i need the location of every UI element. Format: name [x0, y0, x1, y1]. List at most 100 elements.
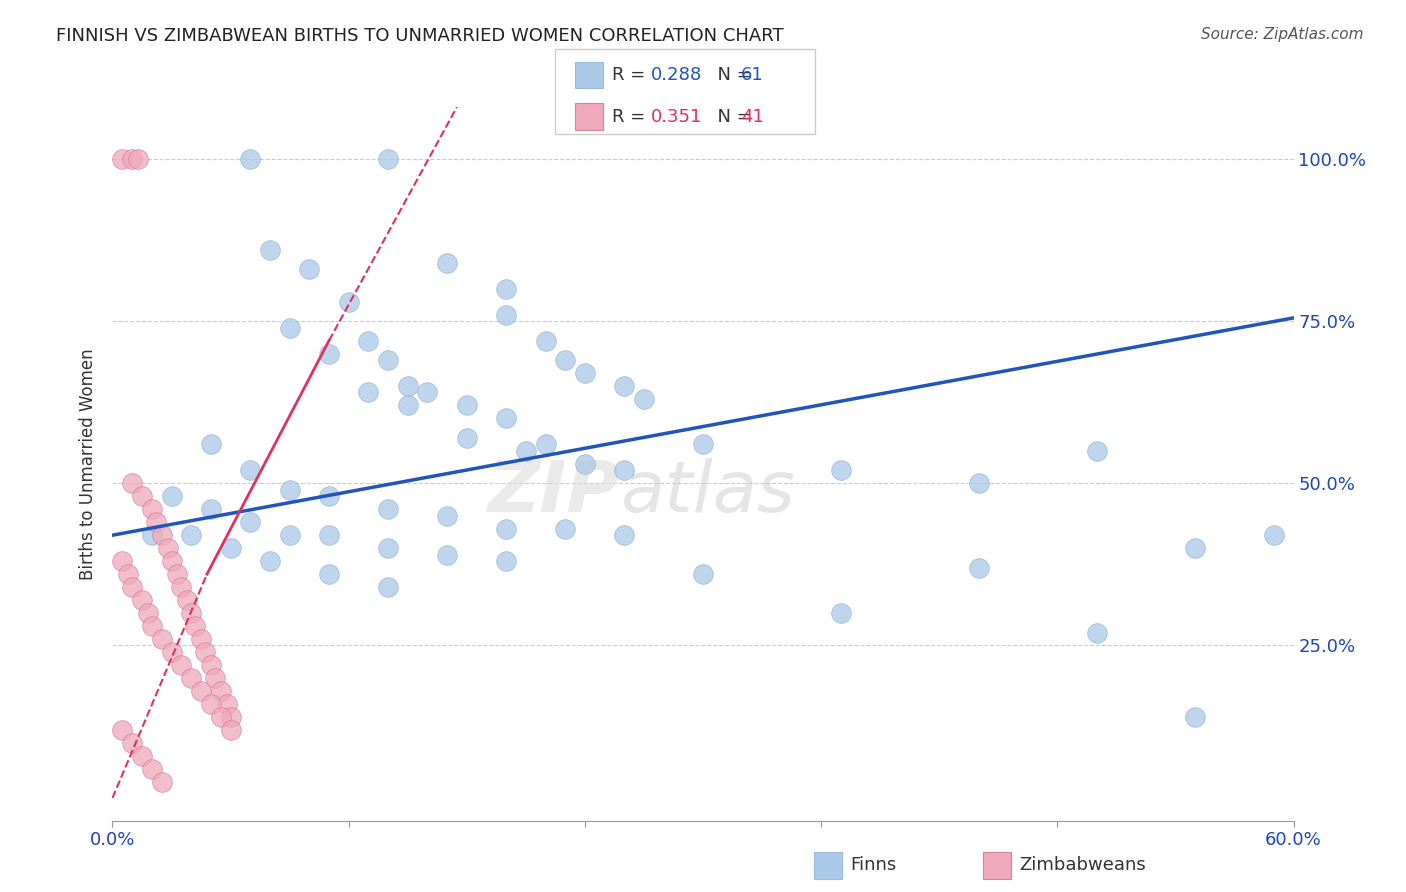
Point	[131, 748, 153, 763]
Point	[200, 697, 222, 711]
Y-axis label: Births to Unmarried Women: Births to Unmarried Women	[79, 348, 97, 580]
Point	[377, 541, 399, 556]
Point	[215, 697, 238, 711]
Point	[377, 502, 399, 516]
Point	[121, 736, 143, 750]
Point	[278, 483, 301, 497]
Point	[574, 457, 596, 471]
Point	[278, 320, 301, 334]
Point	[554, 522, 576, 536]
Point	[200, 502, 222, 516]
Point	[200, 437, 222, 451]
Point	[416, 385, 439, 400]
Point	[170, 580, 193, 594]
Point	[239, 515, 262, 529]
Point	[156, 541, 179, 556]
Point	[554, 353, 576, 368]
Text: 0.288: 0.288	[651, 66, 702, 84]
Point	[830, 606, 852, 620]
Point	[1184, 541, 1206, 556]
Point	[180, 606, 202, 620]
Point	[141, 762, 163, 776]
Point	[176, 593, 198, 607]
Point	[318, 346, 340, 360]
Point	[141, 619, 163, 633]
Point	[456, 431, 478, 445]
Point	[318, 489, 340, 503]
Point	[180, 528, 202, 542]
Point	[204, 671, 226, 685]
Text: FINNISH VS ZIMBABWEAN BIRTHS TO UNMARRIED WOMEN CORRELATION CHART: FINNISH VS ZIMBABWEAN BIRTHS TO UNMARRIE…	[56, 27, 785, 45]
Point	[131, 593, 153, 607]
Point	[495, 522, 517, 536]
Point	[209, 710, 232, 724]
Point	[150, 774, 173, 789]
Point	[145, 515, 167, 529]
Point	[396, 379, 419, 393]
Text: atlas: atlas	[620, 458, 794, 527]
Point	[436, 256, 458, 270]
Point	[131, 489, 153, 503]
Point	[160, 554, 183, 568]
Point	[127, 152, 149, 166]
Point	[495, 308, 517, 322]
Point	[436, 508, 458, 523]
Point	[239, 463, 262, 477]
Point	[357, 334, 380, 348]
Point	[495, 554, 517, 568]
Point	[121, 152, 143, 166]
Point	[534, 334, 557, 348]
Point	[298, 262, 321, 277]
Point	[166, 567, 188, 582]
Point	[209, 684, 232, 698]
Point	[150, 528, 173, 542]
Point	[136, 606, 159, 620]
Point	[692, 437, 714, 451]
Point	[377, 580, 399, 594]
Text: N =: N =	[706, 66, 758, 84]
Point	[967, 560, 990, 574]
Point	[150, 632, 173, 646]
Text: R =: R =	[612, 66, 651, 84]
Point	[259, 554, 281, 568]
Point	[613, 463, 636, 477]
Point	[278, 528, 301, 542]
Point	[219, 541, 242, 556]
Point	[190, 684, 212, 698]
Text: ZIP: ZIP	[488, 458, 620, 527]
Point	[111, 554, 134, 568]
Point	[357, 385, 380, 400]
Text: 61: 61	[741, 66, 763, 84]
Point	[830, 463, 852, 477]
Point	[180, 671, 202, 685]
Point	[121, 580, 143, 594]
Point	[219, 723, 242, 737]
Point	[111, 152, 134, 166]
Point	[141, 502, 163, 516]
Point	[184, 619, 207, 633]
Point	[436, 548, 458, 562]
Point	[377, 152, 399, 166]
Point	[574, 366, 596, 380]
Point	[534, 437, 557, 451]
Point	[377, 353, 399, 368]
Point	[613, 379, 636, 393]
Point	[111, 723, 134, 737]
Point	[318, 528, 340, 542]
Point	[633, 392, 655, 406]
Point	[141, 528, 163, 542]
Text: Zimbabweans: Zimbabweans	[1019, 856, 1146, 874]
Text: R =: R =	[612, 108, 651, 126]
Point	[219, 710, 242, 724]
Point	[495, 282, 517, 296]
Point	[1085, 625, 1108, 640]
Point	[160, 489, 183, 503]
Point	[170, 657, 193, 672]
Point	[396, 399, 419, 413]
Point	[1085, 443, 1108, 458]
Point	[967, 476, 990, 491]
Point	[190, 632, 212, 646]
Point	[692, 567, 714, 582]
Point	[121, 476, 143, 491]
Point	[117, 567, 139, 582]
